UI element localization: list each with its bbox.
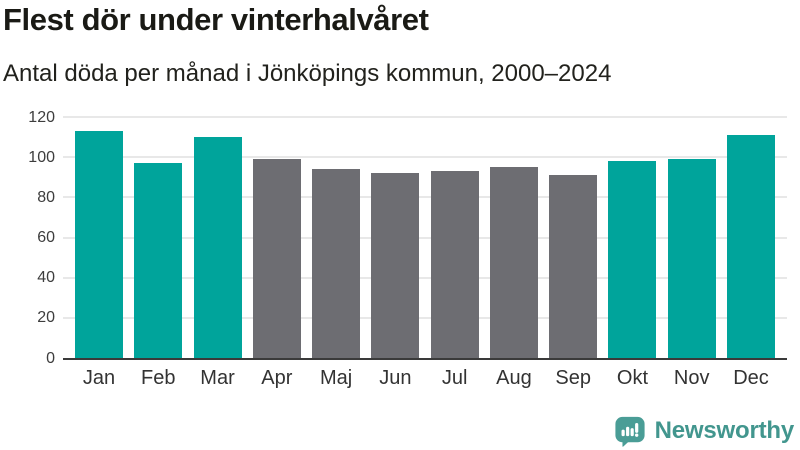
bar-jun (371, 173, 420, 358)
bar-sep (549, 175, 598, 358)
newsworthy-speech-bubble-bar-chart-icon (615, 416, 645, 447)
bar-jan (75, 131, 123, 358)
bar-dec (727, 135, 775, 358)
x-tick-label-dec: Dec (733, 367, 769, 389)
gridline-40 (63, 276, 787, 279)
bar-aug (489, 167, 538, 358)
x-tick-label-jul: Jul (441, 367, 468, 389)
y-tick-label-80: 80 (37, 188, 55, 206)
y-tick-label-0: 0 (46, 349, 55, 367)
x-tick-label-sep: Sep (555, 367, 591, 389)
bar-jul (430, 171, 479, 358)
y-tick-label-100: 100 (28, 148, 55, 166)
bar-okt (608, 161, 657, 358)
bar-nov (667, 159, 716, 358)
y-tick-label-60: 60 (37, 229, 55, 246)
x-tick-label-feb: Feb (141, 367, 176, 389)
gridline-20 (63, 316, 787, 319)
gridline-120 (63, 116, 787, 118)
x-axis-line (63, 357, 787, 360)
gridline-100 (63, 156, 787, 159)
bar-apr (252, 159, 301, 358)
x-tick-label-aug: Aug (496, 367, 532, 389)
x-tick-label-jan: Jan (82, 367, 116, 389)
y-tick-label-20: 20 (37, 309, 55, 327)
y-tick-label-40: 40 (37, 269, 55, 287)
chart-subtitle: Antal döda per månad i Jönköpings kommun… (3, 60, 612, 87)
bar-mar (193, 137, 242, 358)
bar-feb (134, 163, 183, 358)
x-tick-label-mar: Mar (200, 367, 235, 389)
bar-maj (312, 169, 361, 358)
newsworthy-logo-text: Newsworthy (654, 417, 795, 444)
x-tick-label-okt: Okt (616, 367, 649, 389)
x-tick-label-nov: Nov (673, 367, 710, 389)
x-tick-label-apr: Apr (261, 367, 293, 389)
chart-title: Flest dör under vinterhalvåret (3, 2, 429, 37)
y-tick-label-120: 120 (28, 108, 55, 126)
x-tick-label-jun: Jun (379, 367, 412, 389)
x-tick-label-maj: Maj (319, 367, 353, 389)
newsworthy-logo: Newsworthy (614, 415, 794, 447)
gridline-80 (63, 196, 787, 199)
gridline-60 (63, 236, 787, 239)
plot-area (63, 116, 787, 360)
